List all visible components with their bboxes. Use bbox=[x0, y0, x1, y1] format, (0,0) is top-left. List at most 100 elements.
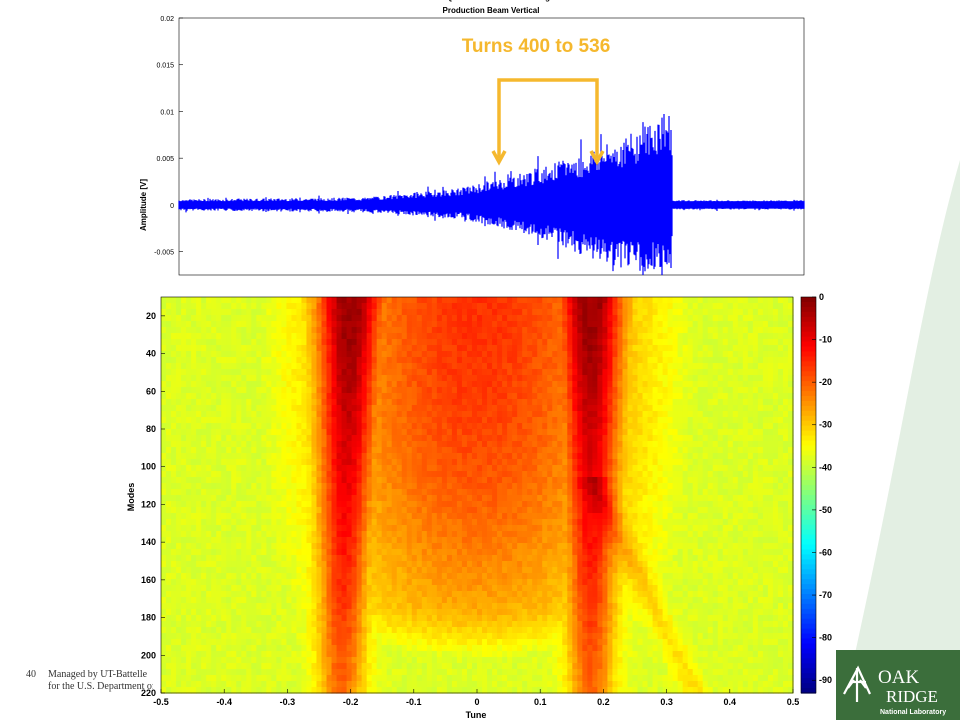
heatmap-cell bbox=[411, 309, 418, 316]
heatmap-cell bbox=[461, 525, 468, 532]
heatmap-cell bbox=[717, 345, 724, 352]
heatmap-cell bbox=[296, 345, 303, 352]
heatmap-cell bbox=[181, 327, 187, 334]
heatmap-cell bbox=[582, 315, 588, 322]
heatmap-cell bbox=[652, 441, 659, 448]
heatmap-cell bbox=[186, 327, 192, 334]
heatmap-cell bbox=[321, 417, 328, 424]
heatmap-cell bbox=[582, 327, 588, 334]
heatmap-cell bbox=[597, 465, 603, 472]
heatmap-cell bbox=[361, 357, 368, 364]
heatmap-cell bbox=[692, 333, 699, 340]
heatmap-cell bbox=[662, 351, 669, 358]
heatmap-cell bbox=[461, 477, 468, 484]
heatmap-cell bbox=[642, 471, 649, 478]
heatmap-cell bbox=[587, 351, 593, 358]
heatmap-cell bbox=[692, 297, 699, 304]
heatmap-cell bbox=[662, 477, 669, 484]
heatmap-cell bbox=[316, 525, 323, 532]
heatmap-cell bbox=[376, 471, 383, 478]
heatmap-cell bbox=[191, 501, 197, 508]
heatmap-cell bbox=[391, 441, 398, 448]
heatmap-cell bbox=[567, 507, 573, 514]
heatmap-cell bbox=[276, 495, 282, 502]
heatmap-cell bbox=[351, 471, 358, 478]
heatmap-cell bbox=[466, 519, 473, 526]
heatmap-cell bbox=[657, 459, 664, 466]
heatmap-cell bbox=[391, 465, 398, 472]
heatmap-cell bbox=[201, 435, 207, 442]
heatmap-cell bbox=[331, 369, 338, 376]
heatmap-cell bbox=[672, 333, 679, 340]
heatmap-cell bbox=[201, 297, 207, 304]
heatmap-cell bbox=[592, 297, 598, 304]
heatmap-cell bbox=[697, 399, 704, 406]
heatmap-cell bbox=[276, 333, 282, 340]
heatmap-cell bbox=[411, 339, 418, 346]
heatmap-cell bbox=[361, 477, 368, 484]
heatmap-cell bbox=[717, 351, 724, 358]
heatmap-cell bbox=[507, 471, 513, 478]
heatmap-cell bbox=[321, 423, 328, 430]
heatmap-cell bbox=[446, 405, 453, 412]
heatmap-cell bbox=[381, 459, 388, 466]
heatmap-cell bbox=[747, 363, 754, 370]
heatmap-cell bbox=[552, 423, 558, 430]
heatmap-cell bbox=[191, 327, 197, 334]
heatmap-cell bbox=[381, 453, 388, 460]
heatmap-cell bbox=[662, 453, 669, 460]
heatmap-cell bbox=[732, 393, 739, 400]
heatmap-cell bbox=[712, 441, 719, 448]
heatmap-cell bbox=[311, 447, 318, 454]
heatmap-cell bbox=[196, 513, 202, 520]
heatmap-cell bbox=[421, 405, 428, 412]
heatmap-cell bbox=[662, 399, 669, 406]
heatmap-cell bbox=[241, 501, 247, 508]
heatmap-cell bbox=[221, 489, 227, 496]
heatmap-cell bbox=[446, 525, 453, 532]
heatmap-cell bbox=[537, 327, 543, 334]
heatmap-cell bbox=[341, 477, 348, 484]
heatmap-cell bbox=[717, 339, 724, 346]
heatmap-cell bbox=[451, 339, 458, 346]
heatmap-cell bbox=[226, 441, 232, 448]
heatmap-cell bbox=[707, 333, 714, 340]
heatmap-cell bbox=[371, 399, 378, 406]
heatmap-cell bbox=[251, 507, 257, 514]
heatmap-cell bbox=[421, 297, 428, 304]
heatmap-cell bbox=[291, 315, 298, 322]
heatmap-cell bbox=[517, 525, 523, 532]
heatmap-cell bbox=[276, 459, 282, 466]
heatmap-cell bbox=[386, 435, 393, 442]
heatmap-cell bbox=[632, 363, 639, 370]
heatmap-cell bbox=[652, 381, 659, 388]
heatmap-cell bbox=[246, 297, 252, 304]
heatmap-cell bbox=[291, 435, 298, 442]
heatmap-cell bbox=[321, 513, 328, 520]
heatmap-cell bbox=[567, 369, 573, 376]
heatmap-cell bbox=[391, 429, 398, 436]
heatmap-cell bbox=[336, 471, 343, 478]
heatmap-cell bbox=[657, 333, 664, 340]
heatmap-cell bbox=[607, 453, 614, 460]
heatmap-cell bbox=[777, 423, 784, 430]
heatmap-cell bbox=[562, 369, 568, 376]
heatmap-cell bbox=[492, 495, 498, 502]
heatmap-cell bbox=[191, 513, 197, 520]
heatmap-cell bbox=[426, 303, 433, 310]
heatmap-cell bbox=[717, 507, 724, 514]
heatmap-cell bbox=[246, 417, 252, 424]
heatmap-cell bbox=[677, 399, 684, 406]
heatmap-cell bbox=[341, 483, 348, 490]
heatmap-cell bbox=[416, 525, 423, 532]
heatmap-cell bbox=[191, 507, 197, 514]
heatmap-cell bbox=[366, 411, 373, 418]
heatmap-cell bbox=[522, 399, 528, 406]
heatmap-cell bbox=[471, 513, 478, 520]
heatmap-cell bbox=[512, 351, 518, 358]
heatmap-cell bbox=[416, 303, 423, 310]
heatmap-cell bbox=[306, 495, 313, 502]
heatmap-cell bbox=[522, 369, 528, 376]
heatmap-cell bbox=[567, 363, 573, 370]
heatmap-cell bbox=[762, 363, 769, 370]
